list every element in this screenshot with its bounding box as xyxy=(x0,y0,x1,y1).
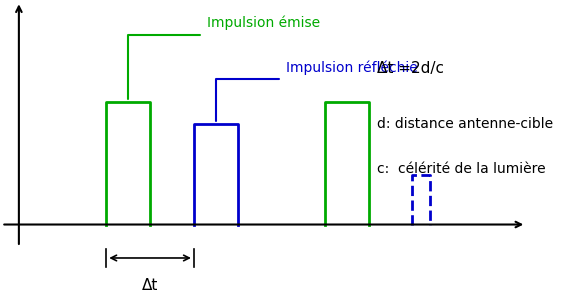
Text: Δt: Δt xyxy=(142,278,158,293)
Text: Δt =2d/c: Δt =2d/c xyxy=(377,61,444,76)
Text: Impulsion réfléchie: Impulsion réfléchie xyxy=(286,60,417,75)
Text: d: distance antenne-cible: d: distance antenne-cible xyxy=(377,117,553,131)
Text: c:  célérité de la lumière: c: célérité de la lumière xyxy=(377,162,546,176)
Text: Impulsion émise: Impulsion émise xyxy=(207,16,320,30)
